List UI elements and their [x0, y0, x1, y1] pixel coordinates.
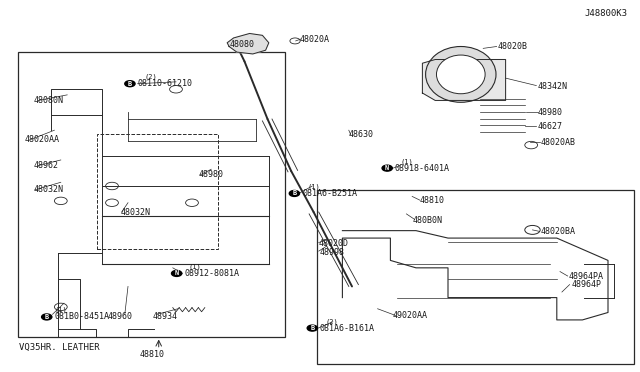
- Ellipse shape: [426, 46, 496, 102]
- Text: 48810: 48810: [419, 196, 444, 205]
- Text: (2): (2): [144, 74, 157, 80]
- Circle shape: [307, 325, 317, 331]
- Polygon shape: [227, 33, 269, 54]
- Text: 48630: 48630: [349, 130, 374, 139]
- Text: VQ35HR. LEATHER: VQ35HR. LEATHER: [19, 343, 100, 352]
- Bar: [97, 134, 218, 249]
- Text: (1): (1): [400, 158, 413, 165]
- Text: 480B0N: 480B0N: [413, 216, 443, 225]
- Text: 48934: 48934: [152, 312, 177, 321]
- Text: (1): (1): [307, 183, 320, 190]
- Text: J48800K3: J48800K3: [584, 9, 627, 17]
- Bar: [18, 52, 285, 337]
- Text: 48020AB: 48020AB: [541, 138, 576, 147]
- Text: B: B: [292, 190, 296, 196]
- Circle shape: [125, 81, 135, 87]
- Text: N: N: [385, 165, 389, 171]
- Text: B: B: [45, 314, 49, 320]
- Bar: [317, 190, 634, 364]
- Text: (1): (1): [189, 263, 202, 270]
- Text: 48080N: 48080N: [33, 96, 63, 105]
- Text: B: B: [128, 81, 132, 87]
- Text: 46627: 46627: [538, 122, 563, 131]
- Text: 48020B: 48020B: [498, 42, 528, 51]
- Text: 48020A: 48020A: [300, 35, 330, 44]
- Text: 48980: 48980: [538, 108, 563, 117]
- Text: 081A6-B251A: 081A6-B251A: [302, 189, 357, 198]
- Text: 49020AA: 49020AA: [392, 311, 428, 320]
- Text: 08110-61210: 08110-61210: [138, 79, 193, 88]
- Text: 48960: 48960: [108, 312, 132, 321]
- Text: (1): (1): [54, 307, 67, 314]
- Text: 48980: 48980: [198, 170, 223, 179]
- Circle shape: [42, 314, 52, 320]
- Text: (2): (2): [325, 318, 338, 325]
- Polygon shape: [422, 60, 506, 100]
- Text: 48020BA: 48020BA: [541, 227, 576, 236]
- Text: 48998: 48998: [320, 248, 345, 257]
- Text: 48020AA: 48020AA: [24, 135, 60, 144]
- Text: 48080: 48080: [229, 40, 254, 49]
- Text: 48342N: 48342N: [538, 82, 568, 91]
- Text: 48032N: 48032N: [33, 185, 63, 194]
- Text: 08918-6401A: 08918-6401A: [395, 164, 450, 173]
- Text: 48032N: 48032N: [120, 208, 150, 217]
- Text: N: N: [175, 270, 179, 276]
- Text: B: B: [310, 325, 314, 331]
- Circle shape: [172, 270, 182, 276]
- Text: 48020D: 48020D: [318, 239, 348, 248]
- Text: 48962: 48962: [33, 161, 58, 170]
- Text: 48964P: 48964P: [572, 280, 602, 289]
- Text: 48810: 48810: [140, 350, 164, 359]
- Text: 48964PA: 48964PA: [569, 272, 604, 280]
- Ellipse shape: [436, 55, 485, 94]
- Circle shape: [289, 190, 300, 196]
- Text: 08912-8081A: 08912-8081A: [184, 269, 239, 278]
- Text: 081B0-8451A: 081B0-8451A: [54, 312, 109, 321]
- Text: 081A6-B161A: 081A6-B161A: [320, 324, 375, 333]
- Circle shape: [382, 165, 392, 171]
